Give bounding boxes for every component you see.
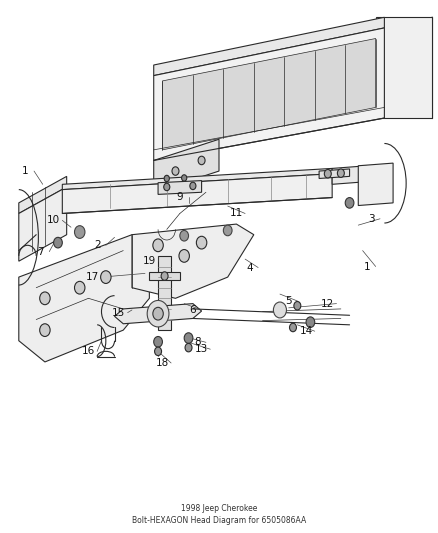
Text: 15: 15 <box>112 308 126 318</box>
Text: 1: 1 <box>364 262 370 271</box>
Polygon shape <box>158 181 201 195</box>
Text: 2: 2 <box>94 240 100 251</box>
Text: 19: 19 <box>143 256 156 266</box>
Polygon shape <box>158 256 171 330</box>
Circle shape <box>74 225 85 238</box>
Text: 14: 14 <box>300 326 313 336</box>
Text: 5: 5 <box>285 296 292 306</box>
Circle shape <box>179 249 189 262</box>
Circle shape <box>161 272 168 280</box>
Circle shape <box>185 343 192 352</box>
Text: 1: 1 <box>22 166 28 176</box>
Polygon shape <box>332 166 367 184</box>
Polygon shape <box>154 28 385 160</box>
Circle shape <box>172 167 179 175</box>
Circle shape <box>155 347 162 356</box>
Circle shape <box>40 324 50 336</box>
Circle shape <box>337 169 344 177</box>
Polygon shape <box>154 139 219 192</box>
Polygon shape <box>19 235 149 362</box>
Circle shape <box>223 225 232 236</box>
Circle shape <box>196 236 207 249</box>
Polygon shape <box>19 187 67 261</box>
Polygon shape <box>62 174 332 214</box>
Polygon shape <box>154 17 385 76</box>
Text: 11: 11 <box>230 208 243 219</box>
Text: 13: 13 <box>195 344 208 354</box>
Circle shape <box>190 182 196 190</box>
Text: 6: 6 <box>190 305 196 315</box>
Circle shape <box>153 239 163 252</box>
Text: 10: 10 <box>47 215 60 225</box>
Circle shape <box>198 156 205 165</box>
Text: 16: 16 <box>82 346 95 357</box>
Circle shape <box>306 317 315 327</box>
Circle shape <box>53 237 62 248</box>
Circle shape <box>324 169 331 178</box>
Circle shape <box>164 183 170 191</box>
Text: 18: 18 <box>156 358 169 368</box>
Text: 9: 9 <box>177 191 183 201</box>
Polygon shape <box>162 38 376 150</box>
Circle shape <box>345 198 354 208</box>
Polygon shape <box>62 168 332 190</box>
Text: 12: 12 <box>321 298 335 309</box>
Text: 8: 8 <box>194 337 201 348</box>
Circle shape <box>154 336 162 347</box>
Text: 17: 17 <box>86 272 99 282</box>
Circle shape <box>184 333 193 343</box>
Polygon shape <box>115 304 201 324</box>
Polygon shape <box>319 169 350 179</box>
Circle shape <box>74 281 85 294</box>
Circle shape <box>294 302 301 310</box>
Text: 3: 3 <box>368 214 374 224</box>
Polygon shape <box>19 176 67 214</box>
Circle shape <box>101 271 111 284</box>
Polygon shape <box>149 272 180 280</box>
Circle shape <box>180 230 188 241</box>
Circle shape <box>273 302 286 318</box>
Circle shape <box>153 308 163 320</box>
Circle shape <box>290 323 297 332</box>
Circle shape <box>40 292 50 305</box>
Polygon shape <box>358 163 393 206</box>
Polygon shape <box>376 17 432 118</box>
Circle shape <box>164 175 170 182</box>
Circle shape <box>182 175 187 181</box>
Text: 1998 Jeep Cherokee
Bolt-HEXAGON Head Diagram for 6505086AA: 1998 Jeep Cherokee Bolt-HEXAGON Head Dia… <box>132 504 306 525</box>
Polygon shape <box>132 224 254 298</box>
Text: 4: 4 <box>246 263 253 272</box>
Text: 7: 7 <box>37 247 44 257</box>
Circle shape <box>147 301 169 327</box>
